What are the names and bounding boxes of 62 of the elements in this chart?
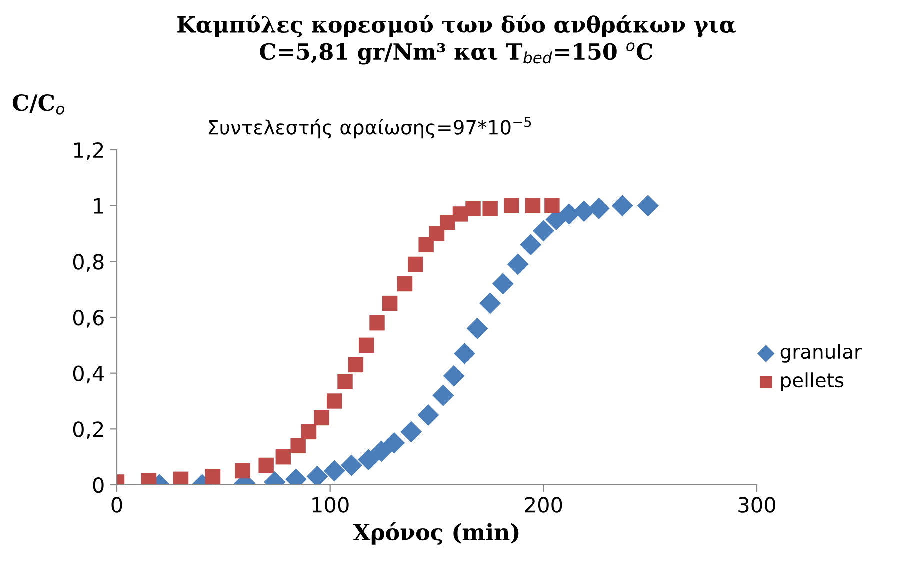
point: [235, 463, 250, 479]
point: [397, 276, 413, 292]
x-tick-label: 100: [312, 497, 349, 513]
point: [301, 424, 317, 440]
point: [326, 394, 342, 409]
y-tick-label: 0,4: [73, 366, 104, 384]
point: [358, 338, 374, 354]
y-axis-title: C/C$_{o}$: [12, 94, 65, 115]
point: [573, 200, 595, 222]
point: [452, 206, 468, 222]
y-tick-label: 0,6: [73, 310, 104, 328]
y-tick-label: 0,8: [73, 254, 104, 272]
point: [276, 449, 292, 465]
point: [492, 273, 514, 295]
legend-label: pellets: [782, 372, 844, 392]
point: [588, 198, 610, 220]
point: [520, 234, 542, 256]
x-tick-label: 300: [738, 497, 776, 513]
point: [418, 237, 434, 253]
point: [370, 315, 385, 331]
point: [400, 421, 422, 443]
point: [454, 343, 476, 365]
point: [504, 198, 520, 214]
point: [418, 404, 440, 426]
y-tick-label: 0,2: [73, 422, 104, 440]
legend-label: granular: [780, 344, 862, 363]
y-tick-label: 1,2: [74, 142, 104, 160]
chart-title: Καμπύλες κορεσμού των δύο ανθράκων για C=5,81 gr/Nm³ και T$_{bed}$=150 $^{o}$C: [178, 14, 736, 65]
point: [558, 203, 580, 225]
point: [544, 198, 560, 214]
point: [637, 195, 659, 217]
point: [258, 458, 274, 474]
point: [532, 220, 554, 242]
point: [443, 365, 465, 387]
x-tick-label: 200: [525, 497, 562, 513]
point: [429, 226, 445, 242]
point: [348, 357, 364, 373]
point: [370, 440, 392, 462]
text: Συντελεστής αραίωσης=97*10$^{−5}$: [208, 117, 532, 139]
x-tick-label: 0: [112, 497, 122, 513]
x-axis-title: Χρόνος (min): [353, 522, 519, 545]
point: [408, 256, 424, 272]
point: [338, 374, 353, 390]
point: [314, 410, 330, 426]
y-tick-label: 1: [94, 198, 104, 214]
point: [612, 195, 634, 217]
point: [525, 198, 541, 214]
point: [290, 438, 306, 454]
point: [482, 201, 498, 216]
point: [340, 454, 362, 476]
point: [466, 201, 481, 216]
point: [324, 460, 346, 482]
point: [466, 318, 488, 340]
y-tick-label: 0: [93, 477, 104, 494]
point: [205, 469, 221, 484]
point: [440, 214, 456, 230]
point: [384, 432, 406, 454]
point: [382, 296, 398, 312]
point: [507, 254, 529, 276]
point: [480, 292, 502, 314]
point: [432, 384, 454, 406]
point: [358, 449, 380, 471]
